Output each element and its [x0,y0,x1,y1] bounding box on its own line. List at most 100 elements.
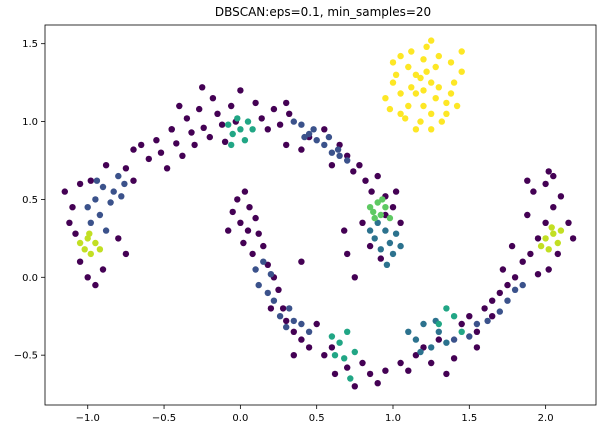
data-point [118,193,125,200]
data-point [310,126,317,133]
data-point [548,224,555,231]
data-point [389,250,397,258]
data-point [275,286,282,293]
data-point [96,211,104,219]
data-point [417,74,424,82]
data-point [428,110,435,118]
data-point [420,87,427,94]
data-point [290,118,297,125]
data-point [504,297,511,304]
x-tick-label: 0.5 [309,413,325,424]
data-point [183,115,191,122]
data-point [290,328,297,335]
data-point [405,367,412,374]
data-point [450,79,458,86]
data-point [283,141,290,149]
data-point [66,219,73,226]
data-point [542,235,549,242]
data-point [432,95,439,102]
data-point [264,261,271,268]
data-point [99,183,107,191]
data-point [458,68,465,75]
data-point [420,56,427,63]
data-point [264,289,271,297]
data-point [244,227,252,234]
data-point [200,124,207,131]
data-point [458,328,465,335]
data-point [499,266,507,273]
data-point [377,246,384,253]
data-point [435,320,442,328]
data-point [377,211,384,219]
data-point [524,211,531,219]
data-point [260,258,267,265]
data-point [298,258,305,265]
x-tick-label: 1.5 [461,413,477,424]
data-point [145,155,152,163]
data-point [524,177,531,184]
data-point [298,121,305,128]
data-point [206,133,213,141]
data-point [557,227,565,234]
data-point [84,274,91,281]
data-point [428,79,435,86]
data-point [328,333,336,340]
data-point [534,235,542,242]
data-point [420,320,427,328]
data-point [383,261,391,268]
data-point [221,138,229,145]
data-point [163,165,171,172]
data-point [81,246,88,253]
data-point [397,90,404,97]
data-point [168,126,175,133]
x-tick-label: 1.0 [385,413,401,424]
data-point [473,344,481,351]
data-point [173,140,180,147]
data-point [298,320,305,328]
data-point [290,317,297,325]
data-point [447,59,455,66]
data-point [508,242,516,250]
data-point [435,336,442,343]
data-point [450,313,458,320]
data-point [87,177,95,184]
data-point [374,380,381,387]
data-point [359,359,366,367]
data-point [130,146,137,153]
data-point [371,235,378,242]
data-point [276,121,284,128]
data-point [115,172,122,180]
data-point [450,355,458,362]
data-point [504,281,511,289]
y-tick-label: 0.0 [22,273,38,284]
data-point [286,110,293,118]
data-point [229,208,236,216]
data-point [286,305,293,312]
data-point [350,168,357,175]
data-point [565,219,572,226]
data-point [550,204,557,211]
data-point [341,355,348,362]
data-point [519,258,526,265]
data-point [267,271,275,278]
data-point [99,266,107,273]
data-point [290,352,297,359]
data-point [408,48,415,55]
data-point [443,339,450,346]
data-point [534,271,542,278]
data-point [336,339,343,346]
data-point [389,79,397,86]
data-point [228,102,235,110]
x-tick-label: 0.0 [232,413,248,424]
data-point [443,99,450,107]
data-point [176,102,183,110]
plot-frame [44,24,597,406]
y-tick-label: 1.0 [22,117,38,128]
data-point [249,250,256,258]
data-point [107,199,114,206]
x-tick-label: −1.0 [76,413,100,424]
data-point [196,105,203,113]
y-tick-label: 1.5 [22,39,38,50]
data-point [428,359,435,367]
